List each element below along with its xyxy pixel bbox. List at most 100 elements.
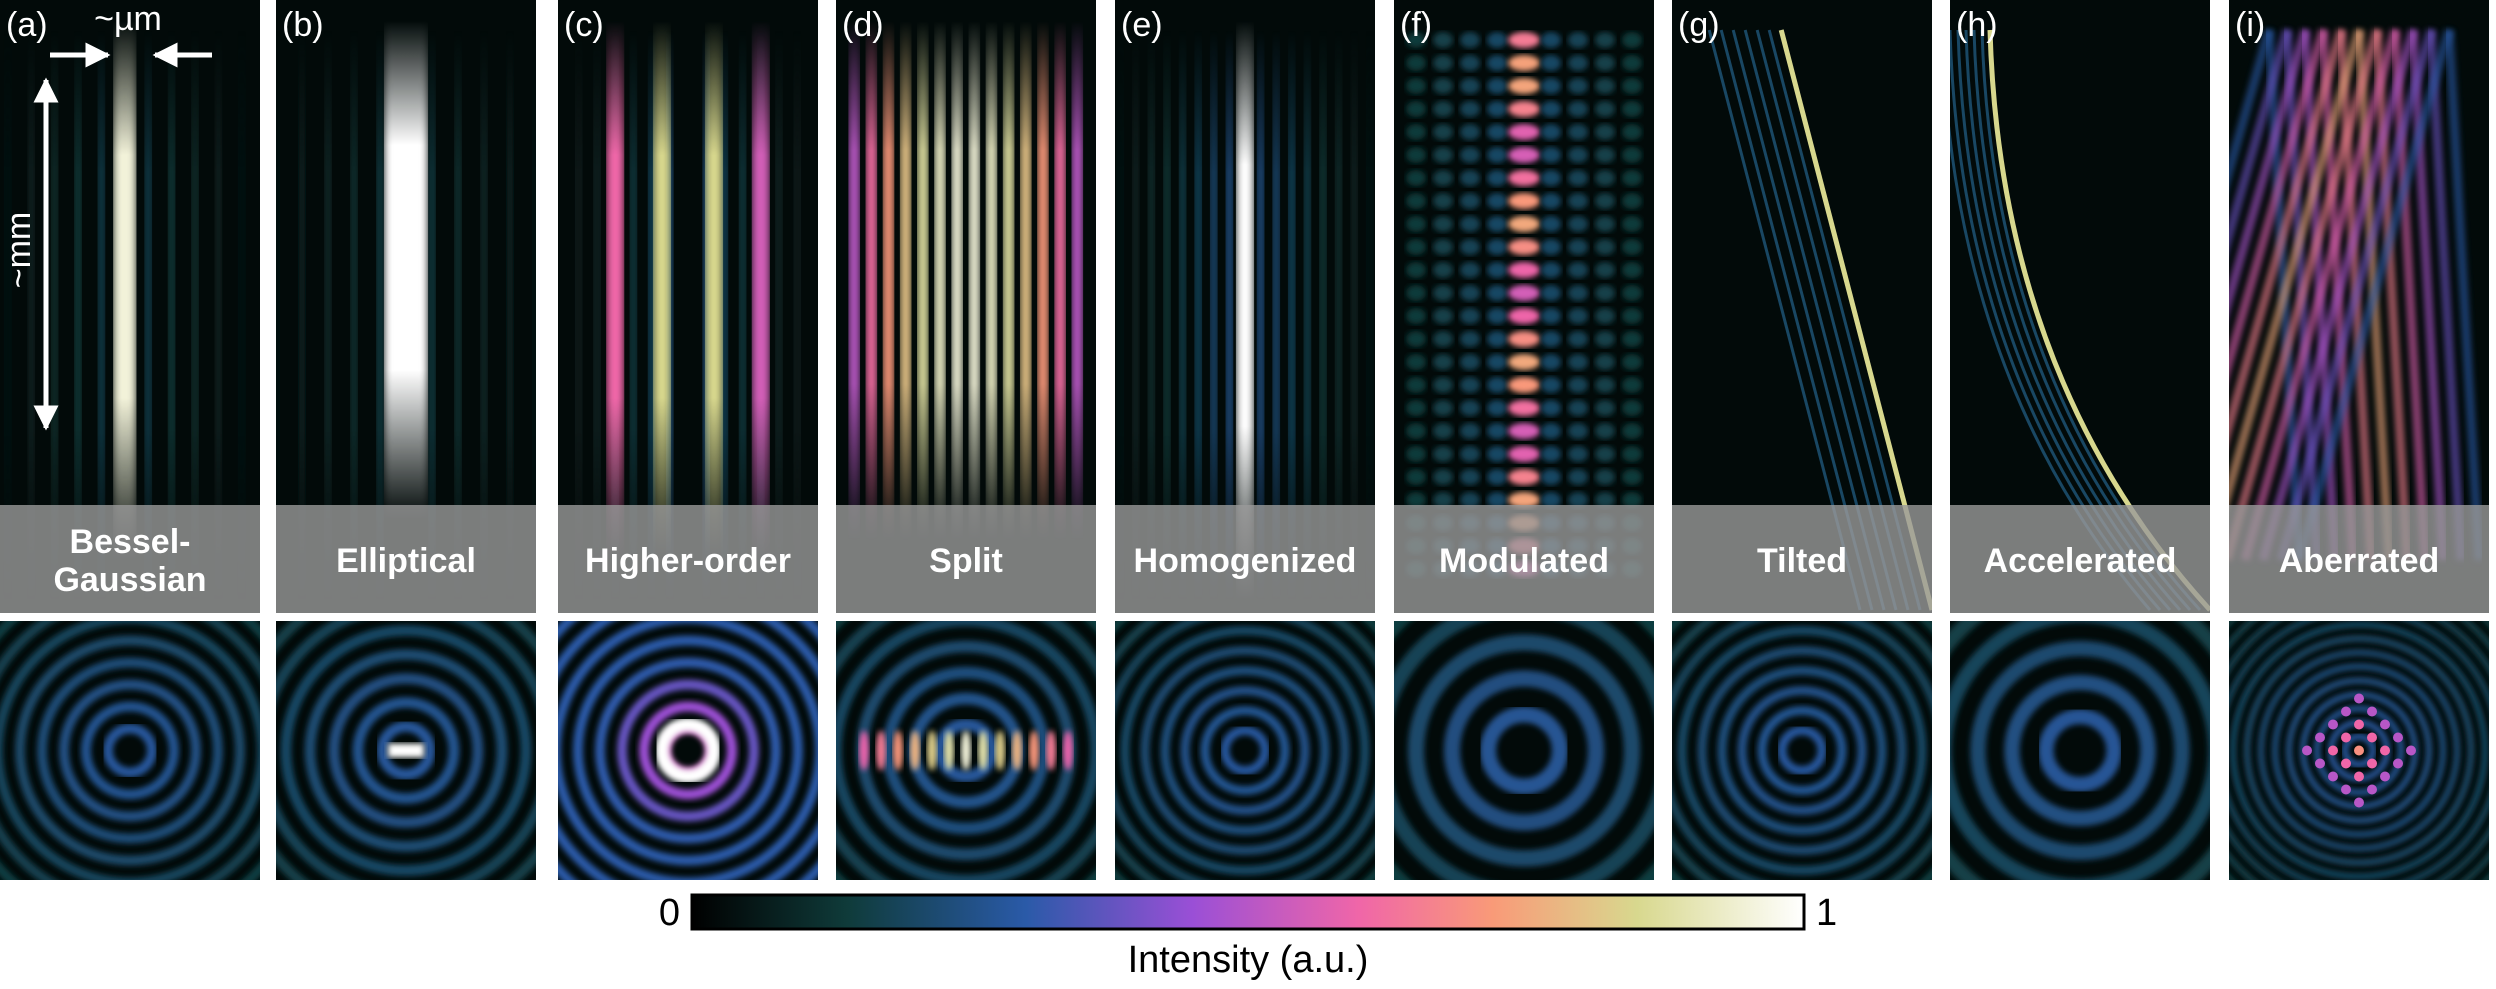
beam-lobe (951, 20, 964, 540)
beam-lobe (144, 30, 153, 600)
core (2380, 771, 2390, 782)
beam-lobe (1595, 400, 1615, 416)
label-band (1672, 505, 1932, 613)
label-band (1394, 505, 1654, 613)
cross-section (1394, 621, 1654, 880)
core (1029, 730, 1039, 771)
beam-lobe (1406, 101, 1426, 117)
beam-lobe (1622, 32, 1642, 48)
panel: Aberrated (i) (2229, 0, 2489, 880)
panel: Modulated (f) (1394, 0, 1654, 880)
beam-lobe (1487, 101, 1507, 117)
beam-lobe (1541, 492, 1561, 508)
beam-lobe (1460, 32, 1480, 48)
beam-lobe (1568, 147, 1588, 163)
panel-letter: (a) (6, 6, 48, 44)
core (2354, 693, 2364, 704)
beam-lobe (1209, 30, 1218, 600)
beam-lobe (934, 20, 946, 540)
beam-label: Split (929, 542, 1003, 580)
beam-lobe (1406, 285, 1426, 301)
beam-lobe (1622, 101, 1642, 117)
beam-lobe (2229, 28, 2274, 188)
core (2341, 732, 2351, 743)
beam-label: Bessel- (70, 523, 191, 561)
beam-lobe (1508, 377, 1540, 393)
beam-lobe (1406, 55, 1426, 71)
panel-letter: (f) (1400, 6, 1432, 44)
panel-letter: (e) (1121, 6, 1163, 44)
beam-lobe (27, 30, 36, 600)
beam-lobe (1508, 193, 1540, 209)
width-annotation: ~µm (94, 0, 162, 38)
core (1063, 730, 1073, 771)
beam-lobe (1508, 147, 1540, 163)
cross-section (2229, 621, 2489, 880)
beam-lobe (1460, 239, 1480, 255)
beam-lobe (1541, 55, 1561, 71)
ring (81, 701, 179, 800)
beam-lobe (1350, 30, 1359, 600)
ring (1677, 626, 1927, 875)
cross-section-image (1950, 621, 2210, 880)
beam-lobe (1622, 308, 1642, 324)
panel-letter: (b) (282, 6, 324, 44)
core (876, 730, 886, 771)
beam-lobe (1019, 20, 1032, 540)
beam-lobe (350, 30, 358, 600)
beam-lobe (916, 20, 929, 540)
beam-lobe (1508, 308, 1540, 324)
beam-lobe (1568, 423, 1588, 439)
ring (328, 673, 484, 828)
beam-lobe (1568, 400, 1588, 416)
beam-lobe (1460, 193, 1480, 209)
beam-lobe (1568, 492, 1588, 508)
beam-lobe (1622, 377, 1642, 393)
beam-lobe (1541, 423, 1561, 439)
beam-lobe (2294, 28, 2454, 562)
beam-lobe (1487, 193, 1507, 209)
beam-lobe (1460, 354, 1480, 370)
beam-lobe (1235, 20, 1255, 600)
beam-lobe (848, 20, 861, 540)
beam-lobe (2426, 29, 2466, 561)
beam-lobe (1508, 262, 1540, 278)
beam-lobe (1568, 377, 1588, 393)
panel-letter: (c) (564, 6, 604, 44)
cross-section (1115, 621, 1375, 880)
beam-lobe (1622, 354, 1642, 370)
beam-lobe (1568, 285, 1588, 301)
beam-lobe (720, 30, 729, 600)
beam-lobe (113, 20, 137, 560)
core (2354, 745, 2364, 756)
colorbar-min: 0 (659, 892, 680, 934)
beam-lobe (1541, 124, 1561, 140)
beam-label: Aberrated (2279, 542, 2440, 580)
beam-lobe (593, 30, 601, 600)
beam-lobe (1406, 354, 1426, 370)
ring (15, 635, 245, 866)
beam-lobe (1433, 469, 1453, 485)
core (927, 730, 937, 771)
beam-lobe (1406, 400, 1426, 416)
beam-lobe (1622, 423, 1642, 439)
beam-lobe (1433, 423, 1453, 439)
label-band (836, 505, 1096, 613)
beam-lobe (74, 30, 82, 600)
beam-lobe (1487, 331, 1507, 347)
beam-lobe (1460, 147, 1480, 163)
beam-lobe (3, 30, 12, 600)
beam-lobe (865, 20, 878, 540)
beam-lobe (1541, 239, 1561, 255)
beam-lobe (1002, 20, 1015, 540)
ring (1443, 670, 1605, 831)
propagation-pattern (276, 20, 536, 600)
core (995, 730, 1005, 771)
beam-lobe (899, 20, 912, 540)
core (1012, 730, 1022, 771)
beam-lobe (1433, 147, 1453, 163)
beam-label: Homogenized (1134, 542, 1357, 580)
beam-lobe (738, 30, 747, 600)
beam-lobe (1568, 78, 1588, 94)
beam-lobe (532, 30, 536, 600)
